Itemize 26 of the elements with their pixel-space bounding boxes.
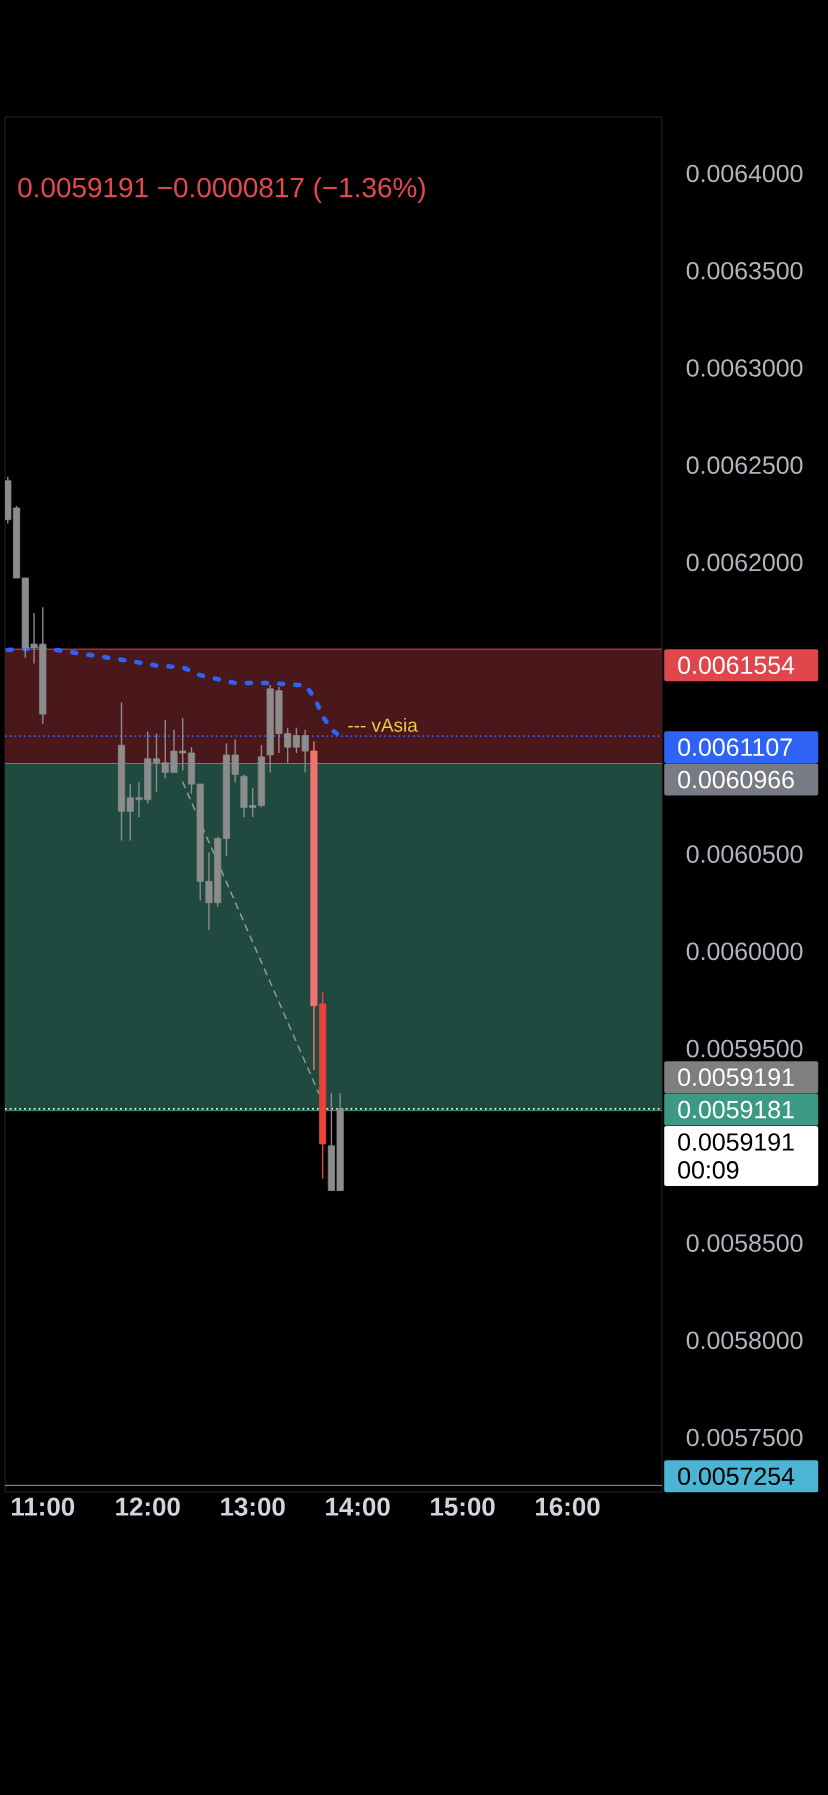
y-tick-label: 0.0060000 — [686, 942, 803, 961]
y-tick-label: 0.0063000 — [686, 359, 803, 377]
x-tick-label: 16:00 — [536, 1497, 600, 1516]
y-tick-label: 0.0058000 — [686, 1331, 803, 1350]
ref-line-label: 0.0059191 — [678, 1068, 794, 1087]
ref-line-label: 0.0059181 — [678, 1100, 794, 1119]
ref-line-label: 0.0061554 — [678, 656, 795, 675]
y-tick-label: 0.0057500 — [686, 1428, 803, 1447]
y-tick-label: 0.0059500 — [686, 1039, 803, 1058]
x-tick-label: 12:00 — [116, 1497, 180, 1516]
text: 0.0059191 −0.0000817 (−1.36%) — [18, 176, 425, 203]
y-tick-label: 0.0062000 — [686, 553, 803, 572]
ref-line-label: 0.0059191 00:09 — [678, 1133, 794, 1179]
x-tick-label: 11:00 — [12, 1497, 75, 1516]
ref-line-label: 0.0057254 — [678, 1467, 795, 1486]
x-tick-label: 14:00 — [326, 1497, 390, 1516]
ref-line-label: 0.0061107 — [678, 738, 792, 757]
x-tick-label: 15:00 — [431, 1497, 495, 1516]
y-tick-label: 0.0062500 — [686, 456, 803, 474]
y-tick-label: 0.0060500 — [686, 845, 803, 863]
y-tick-label: 0.0064000 — [686, 164, 803, 183]
y-tick-label: 0.0058500 — [686, 1234, 803, 1252]
x-tick-label: 13:00 — [221, 1497, 285, 1516]
series-label: --- vAsia — [348, 717, 418, 732]
y-tick-label: 0.0063500 — [686, 261, 803, 280]
ref-line-label: 0.0060966 — [678, 770, 794, 789]
